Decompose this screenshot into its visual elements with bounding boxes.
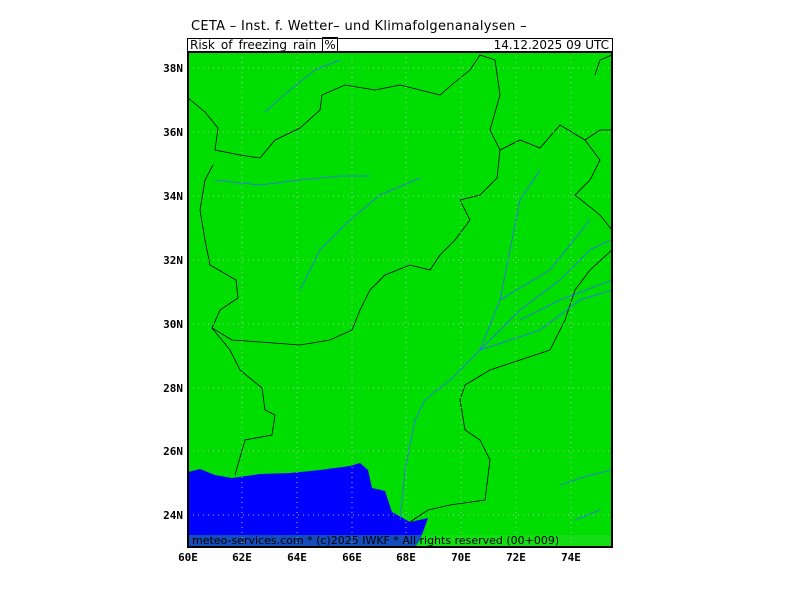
variable-label: Risk_of_freezing_rain_% [190,37,338,53]
lon-tick: 64E [287,551,307,564]
lat-tick: 34N [163,190,183,203]
lon-tick: 74E [561,551,581,564]
lon-tick: 72E [506,551,526,564]
sea-area [188,463,428,547]
lon-tick: 60E [178,551,198,564]
valid-time: 14.12.2025 09 UTC [493,38,609,52]
borders [187,54,613,523]
lon-tick: 62E [232,551,252,564]
info-bar: Risk_of_freezing_rain_% 14.12.2025 09 UT… [187,37,613,53]
copyright-text: meteo-services.com * (c)2025 IWKF * All … [192,534,559,547]
lat-axis: 38N 36N 34N 32N 30N 28N 26N 24N [163,62,183,522]
lat-tick: 30N [163,318,183,331]
lat-tick: 24N [163,509,183,522]
lat-tick: 32N [163,254,183,267]
rivers [214,59,613,521]
land-area [188,52,612,547]
unit-label: % [322,37,338,53]
lon-tick: 70E [451,551,471,564]
chart-title: CETA – Inst. f. Wetter– und Klimafolgena… [191,19,527,34]
lat-tick: 38N [163,62,183,75]
map-frame [187,51,613,548]
lat-tick: 28N [163,382,183,395]
lat-tick: 26N [163,445,183,458]
lat-tick: 36N [163,126,183,139]
graticule [188,52,612,547]
footer-band [188,535,612,547]
lon-axis: 60E 62E 64E 66E 68E 70E 72E 74E [178,551,581,564]
lon-tick: 66E [342,551,362,564]
lon-tick: 68E [396,551,416,564]
